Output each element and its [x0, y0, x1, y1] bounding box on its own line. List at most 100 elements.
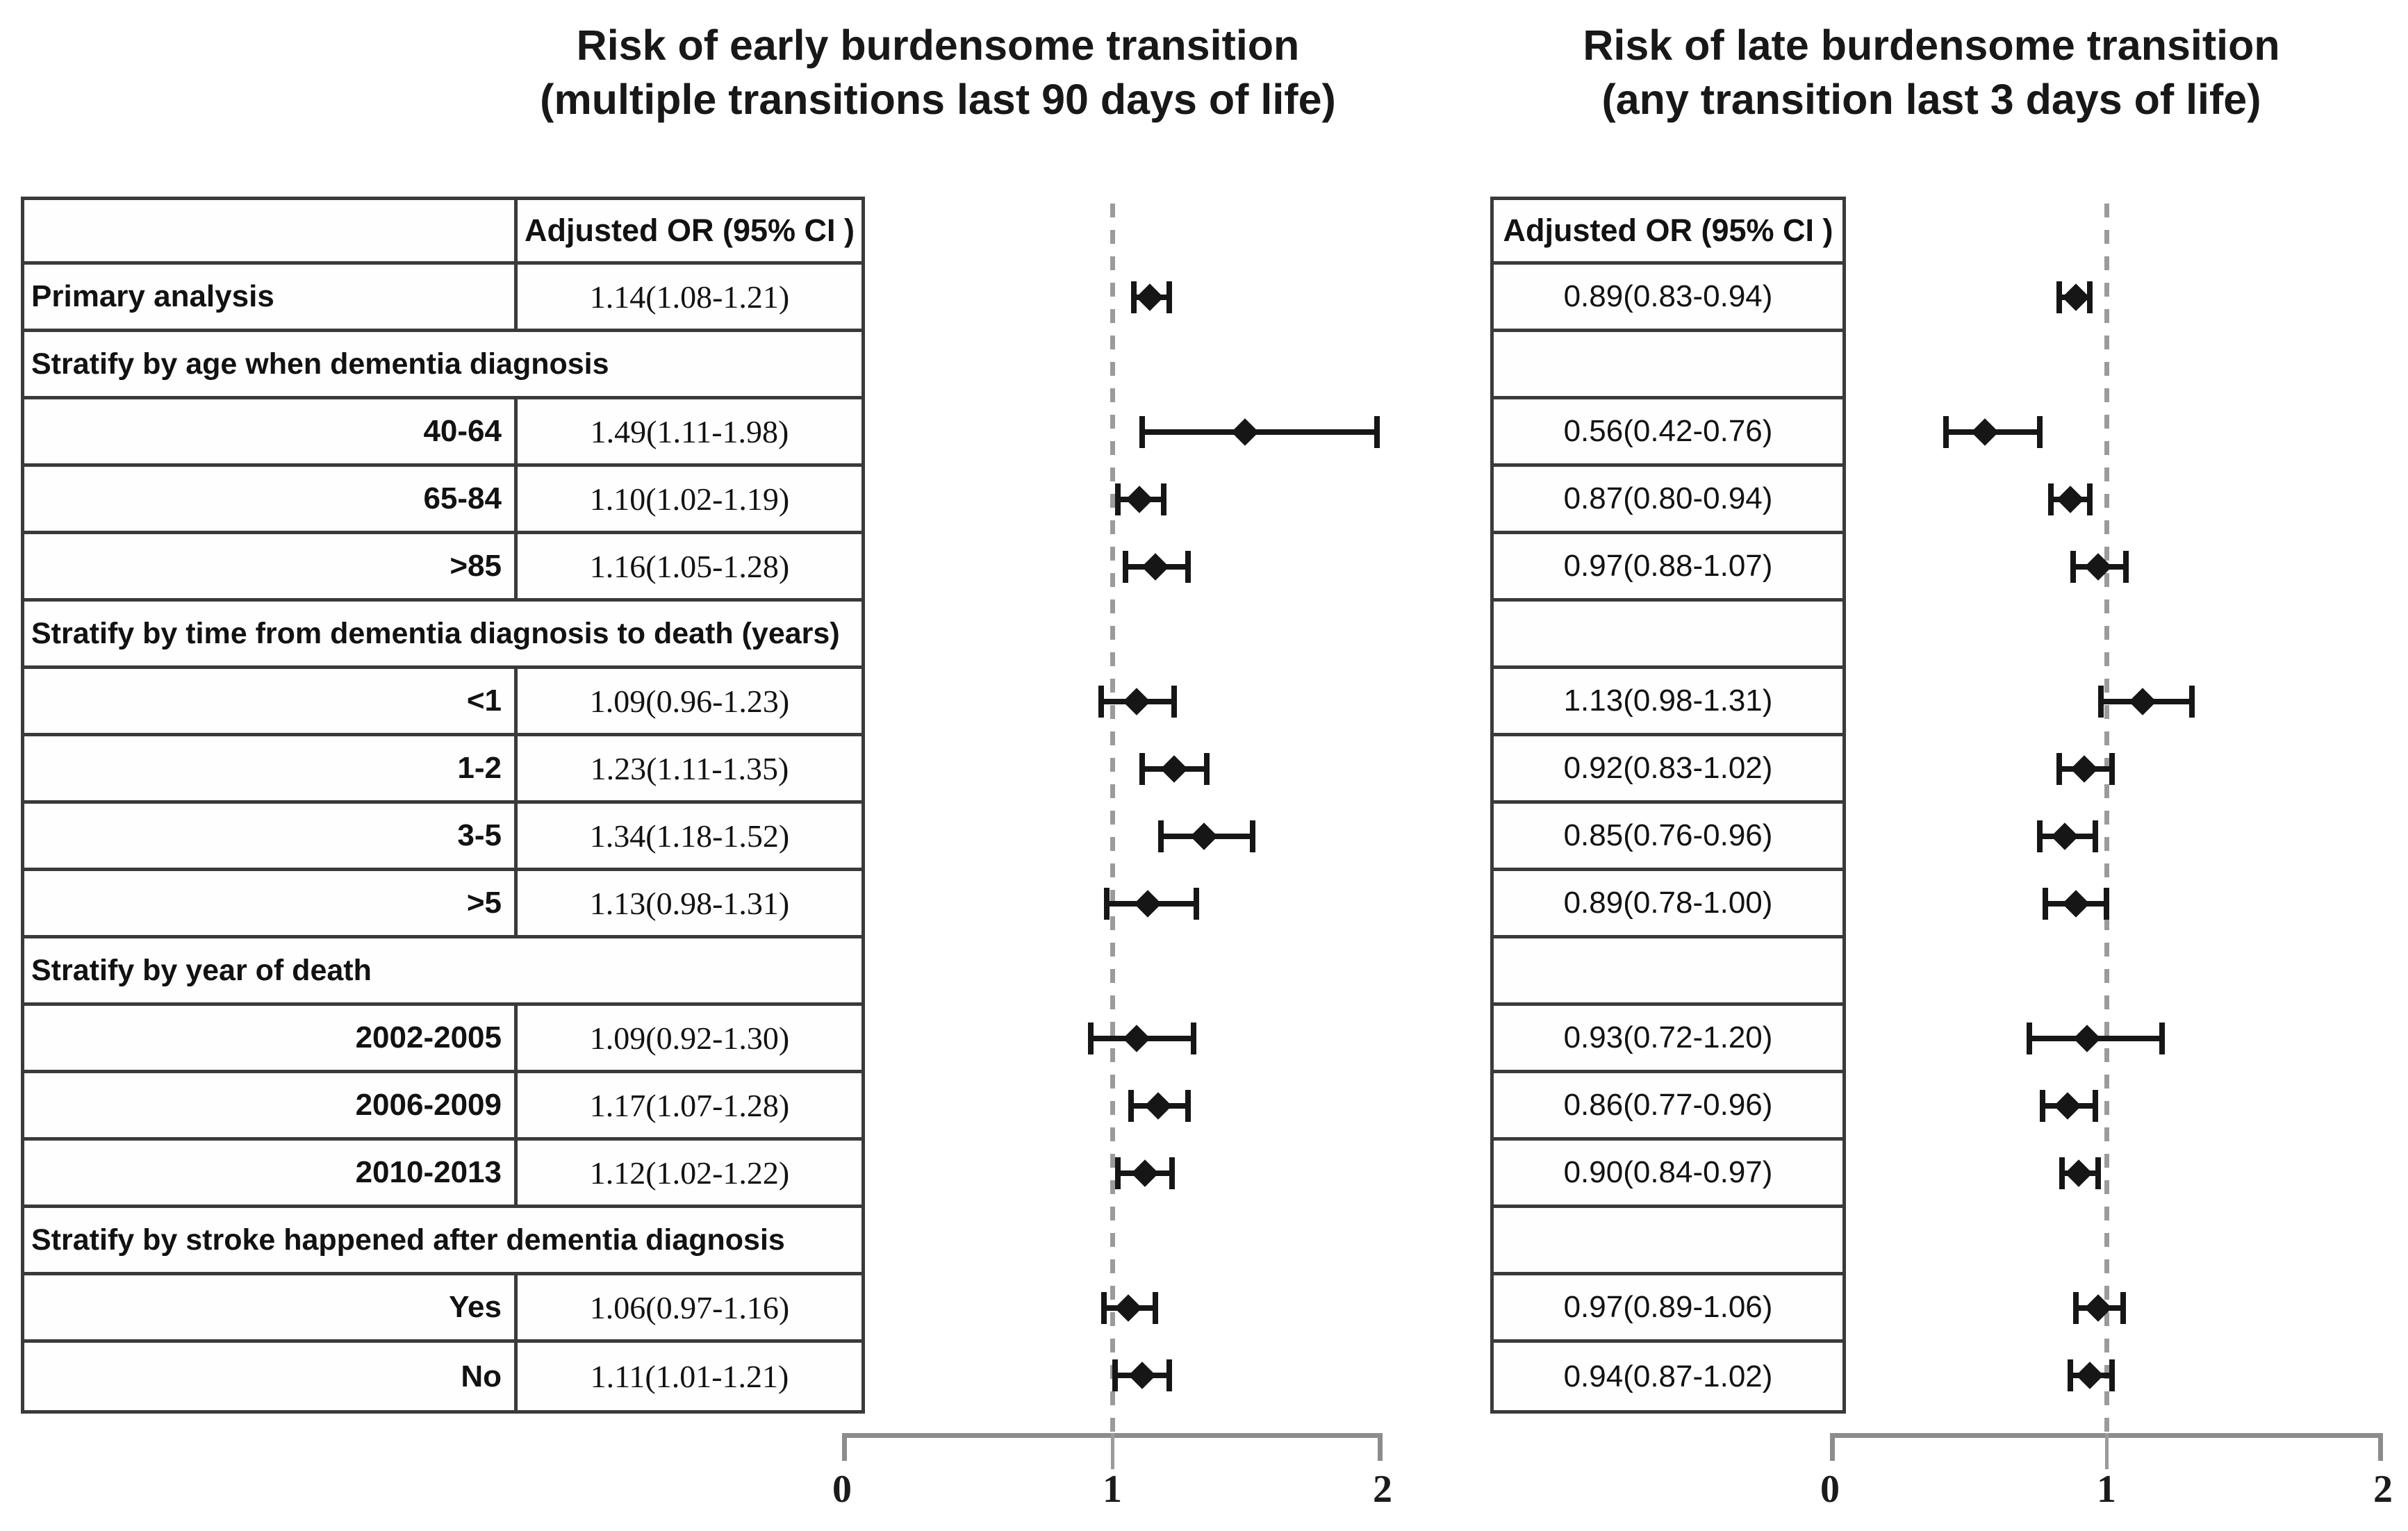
- ci-line: [1104, 1305, 1156, 1311]
- ci-line: [1117, 1170, 1172, 1176]
- ci-cap-right: [2093, 820, 2099, 852]
- point-diamond: [1141, 552, 1170, 581]
- point-diamond: [2054, 1091, 2082, 1120]
- ci-cap-left: [2040, 1089, 2046, 1122]
- ci-line: [1125, 563, 1188, 570]
- title-line-2: (multiple transitions last 90 days of li…: [540, 76, 1336, 124]
- ci-cap-right: [2159, 1022, 2165, 1054]
- ci-cap-left: [1087, 1022, 1094, 1054]
- axis-end-tick: [1830, 1433, 1835, 1461]
- or-value: 0.87(0.80-0.94): [1563, 481, 1773, 515]
- ci-cap-right: [2087, 281, 2093, 313]
- row-label: 2002-2005: [355, 1020, 502, 1054]
- or-value: 1.13(0.98-1.31): [1563, 684, 1773, 718]
- title-line-1: Risk of early burdensome transition: [576, 22, 1300, 69]
- ci-cap-left: [2073, 1291, 2079, 1324]
- section-row: [1494, 602, 1842, 669]
- point-diamond: [2051, 822, 2079, 850]
- ci-line: [1117, 496, 1164, 502]
- ci-cap-right: [2109, 1359, 2115, 1391]
- row-label: Yes: [449, 1290, 502, 1324]
- panel-title-left: Risk of early burdensome transition (mul…: [452, 18, 1424, 126]
- ci-line: [2045, 900, 2106, 907]
- row-label: 2010-2013: [355, 1155, 502, 1189]
- ci-cap-right: [2120, 1291, 2126, 1324]
- ci-cap-right: [1204, 752, 1210, 785]
- axis-tick-label: 0: [832, 1468, 852, 1511]
- point-diamond: [1123, 687, 1151, 715]
- ci-line: [2076, 1305, 2123, 1311]
- section-label: Stratify by stroke happened after dement…: [31, 1223, 785, 1257]
- table-row: 2002-2005 1.09(0.92-1.30): [24, 1006, 861, 1073]
- table-row: 0.93(0.72-1.20): [1494, 1006, 1842, 1073]
- ci-line: [2059, 766, 2112, 772]
- ci-line: [1131, 1102, 1188, 1109]
- row-label: >5: [466, 886, 502, 920]
- axis-tick-label: 1: [1103, 1468, 1122, 1511]
- point-diamond: [1114, 1293, 1143, 1322]
- axis-tick-label: 2: [2373, 1468, 2393, 1511]
- ci-line: [2051, 496, 2090, 502]
- ci-line: [1141, 429, 1378, 435]
- or-value: 0.93(0.72-1.20): [1563, 1020, 1773, 1054]
- section-row: Stratify by stroke happened after dement…: [24, 1208, 861, 1275]
- table-header-empty-cell: [24, 200, 514, 261]
- or-value: 1.23(1.11-1.35): [514, 736, 861, 800]
- axis-end-tick: [842, 1433, 847, 1461]
- ci-line: [2029, 1035, 2162, 1041]
- row-label: <1: [466, 684, 502, 718]
- or-value: 0.97(0.89-1.06): [1563, 1290, 1773, 1324]
- or-value: 0.89(0.78-1.00): [1563, 886, 1773, 920]
- reference-line: [2104, 204, 2109, 1433]
- axis-tick-label: 2: [1373, 1468, 1392, 1511]
- or-value: 1.11(1.01-1.21): [514, 1343, 861, 1410]
- ci-line: [1090, 1035, 1194, 1041]
- table-row: <1 1.09(0.96-1.23): [24, 669, 861, 736]
- or-value: 0.97(0.88-1.07): [1563, 549, 1773, 583]
- ci-cap-left: [2026, 1022, 2032, 1054]
- ci-cap-left: [1943, 415, 1949, 448]
- ci-cap-left: [2056, 281, 2063, 313]
- row-label: 3-5: [457, 818, 502, 852]
- row-label: No: [461, 1359, 502, 1393]
- ci-cap-right: [2093, 1089, 2099, 1122]
- panel-title-right: Risk of late burdensome transition (any …: [1480, 18, 2383, 126]
- or-value: 0.86(0.77-0.96): [1563, 1088, 1773, 1122]
- point-diamond: [1190, 822, 1219, 850]
- ci-cap-left: [1101, 1291, 1107, 1324]
- ci-cap-left: [1128, 1089, 1135, 1122]
- point-diamond: [2065, 1159, 2093, 1187]
- point-diamond: [1971, 417, 1999, 446]
- axis-tick-label: 0: [1820, 1468, 1840, 1511]
- ci-line: [1107, 900, 1196, 907]
- point-diamond: [1130, 1159, 1159, 1187]
- ci-cap-right: [1166, 1359, 1172, 1391]
- or-value: 0.90(0.84-0.97): [1563, 1155, 1773, 1189]
- reference-line: [1110, 204, 1115, 1433]
- point-diamond: [1125, 485, 1153, 513]
- ci-cap-right: [2104, 887, 2109, 920]
- ci-cap-left: [1112, 1359, 1118, 1391]
- point-diamond: [1144, 1091, 1172, 1120]
- point-diamond: [2070, 754, 2098, 783]
- section-label: Stratify by time from dementia diagnosis…: [31, 616, 840, 650]
- or-value: 1.14(1.08-1.21): [514, 265, 861, 329]
- table-row: 0.56(0.42-0.76): [1494, 399, 1842, 467]
- ci-line: [1101, 698, 1175, 704]
- section-row: Stratify by time from dementia diagnosis…: [24, 602, 861, 669]
- row-label: 2006-2009: [355, 1088, 502, 1122]
- ci-cap-left: [2068, 1359, 2074, 1391]
- or-value: 0.89(0.83-0.94): [1563, 279, 1773, 313]
- ci-line: [1161, 833, 1253, 839]
- point-diamond: [2084, 1293, 2112, 1322]
- ci-cap-left: [1123, 550, 1129, 583]
- row-label: 40-64: [423, 414, 502, 448]
- section-label: Stratify by year of death: [31, 953, 372, 987]
- table-row: 0.85(0.76-0.96): [1494, 804, 1842, 871]
- row-label: 1-2: [457, 751, 502, 785]
- axis-tick-label: 1: [2097, 1468, 2116, 1511]
- point-diamond: [1133, 889, 1162, 918]
- ci-cap-left: [1131, 281, 1137, 313]
- or-value: 1.13(0.98-1.31): [514, 871, 861, 935]
